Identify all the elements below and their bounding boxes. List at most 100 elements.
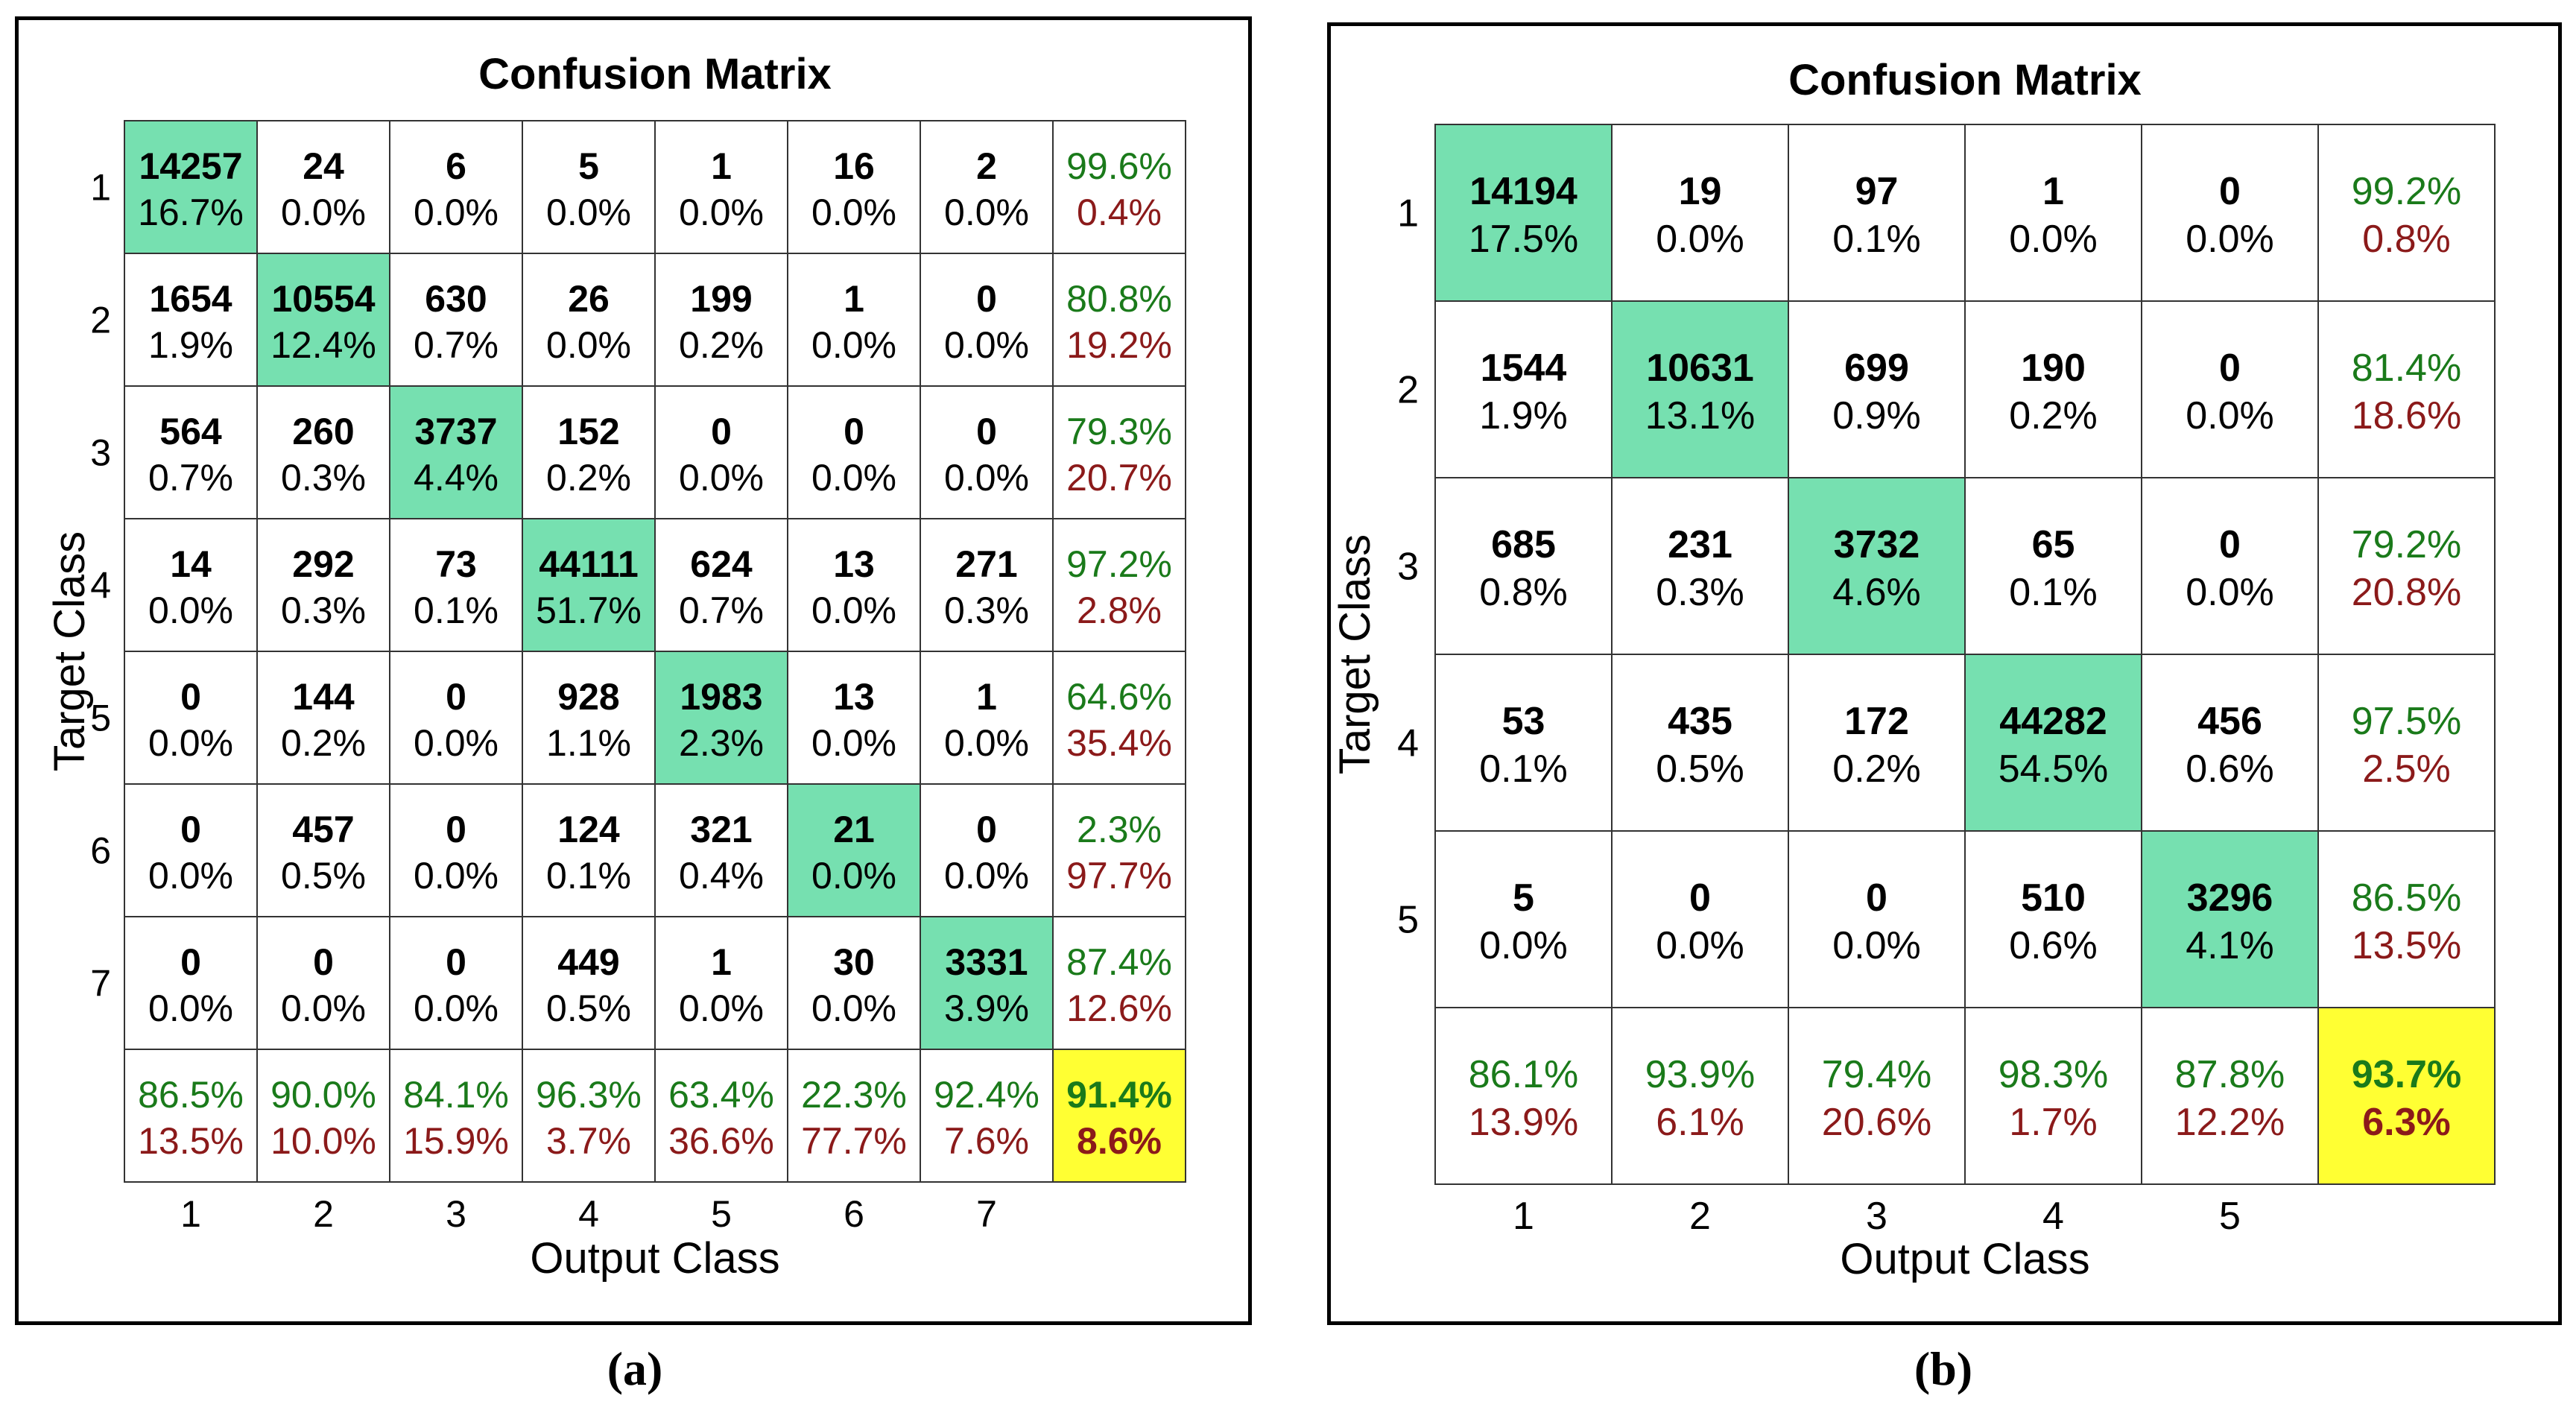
summary-correct-percent: 93.7%	[2352, 1053, 2461, 1096]
cell-count: 0	[180, 941, 201, 983]
cell-percent: 0.7%	[148, 457, 233, 499]
cell-count: 321	[690, 809, 752, 850]
matrix-cell	[1788, 830, 1966, 1008]
cell-count: 0	[180, 809, 201, 850]
cell-percent: 4.6%	[1832, 571, 1921, 614]
column-summary-cell	[2141, 1007, 2319, 1185]
matrix-cell	[522, 385, 656, 519]
summary-correct-percent: 99.6%	[1066, 145, 1172, 187]
cell-count: 14257	[139, 145, 242, 187]
matrix-cell	[1964, 124, 2142, 302]
matrix-cell	[389, 783, 523, 917]
summary-wrong-percent: 20.7%	[1066, 457, 1172, 499]
y-tick-label: 4	[1397, 722, 1419, 765]
summary-wrong-percent: 19.2%	[1066, 324, 1172, 366]
matrix-cell	[522, 783, 656, 917]
y-tick-label: 3	[1397, 546, 1419, 589]
cell-percent: 0.0%	[811, 987, 896, 1029]
summary-correct-percent: 2.3%	[1077, 809, 1162, 850]
matrix-cell	[256, 651, 390, 785]
matrix-cell	[124, 253, 258, 387]
cell-percent: 0.7%	[679, 589, 764, 631]
x-tick-label: 7	[976, 1193, 997, 1235]
summary-correct-percent: 87.4%	[1066, 941, 1172, 983]
row-summary-cell	[2317, 654, 2496, 832]
cell-percent: 0.0%	[811, 192, 896, 233]
row-summary-cell	[1052, 783, 1186, 917]
summary-wrong-percent: 0.8%	[2362, 218, 2451, 261]
cell-percent: 54.5%	[1999, 747, 2108, 791]
x-tick-label: 2	[1689, 1195, 1711, 1238]
summary-correct-percent: 90.0%	[270, 1074, 376, 1116]
cell-count: 3296	[2187, 876, 2273, 920]
matrix-cell	[654, 783, 788, 917]
cell-percent: 0.1%	[546, 855, 631, 897]
cell-count: 24	[303, 145, 344, 187]
matrix-cell	[654, 120, 788, 254]
matrix-cell	[920, 120, 1054, 254]
cell-percent: 16.7%	[138, 192, 244, 233]
x-tick-label: 1	[180, 1193, 201, 1235]
cell-count: 3732	[1834, 523, 1920, 566]
summary-correct-percent: 80.8%	[1066, 278, 1172, 320]
summary-wrong-percent: 0.4%	[1077, 192, 1162, 233]
matrix-cell	[654, 916, 788, 1050]
cell-count: 5	[578, 145, 599, 187]
row-summary-cell	[1052, 518, 1186, 652]
matrix-cell	[389, 916, 523, 1050]
cell-percent: 0.0%	[148, 987, 233, 1029]
matrix-cell	[2141, 300, 2319, 478]
cell-percent: 0.2%	[679, 324, 764, 366]
column-summary-cell	[124, 1049, 258, 1183]
cell-count: 457	[292, 809, 354, 850]
cell-percent: 0.3%	[281, 457, 366, 499]
summary-wrong-percent: 3.7%	[546, 1120, 631, 1162]
cell-count: 0	[2219, 523, 2241, 566]
cell-percent: 3.9%	[944, 987, 1029, 1029]
matrix-cell	[920, 518, 1054, 652]
y-tick-label: 6	[90, 830, 111, 872]
matrix-cell-diagonal	[654, 651, 788, 785]
confusion-matrix-panel-b: Confusion Matrix 14194 17.5% 19 0.0% 97 0.1% 1 0…	[1327, 22, 2562, 1325]
matrix-cell	[1434, 477, 1613, 655]
cell-percent: 0.2%	[1832, 747, 1921, 791]
matrix-cell	[522, 253, 656, 387]
cell-count: 0	[180, 676, 201, 718]
cell-percent: 0.2%	[2009, 394, 2098, 437]
cell-count: 53	[1502, 700, 1545, 743]
cell-percent: 0.3%	[944, 589, 1029, 631]
matrix-cell	[256, 916, 390, 1050]
summary-correct-percent: 86.5%	[2352, 876, 2461, 920]
summary-correct-percent: 81.4%	[2352, 347, 2461, 390]
cell-percent: 0.5%	[281, 855, 366, 897]
cell-count: 0	[844, 411, 864, 452]
x-axis-label: Output Class	[1840, 1235, 2089, 1283]
summary-correct-percent: 22.3%	[801, 1074, 907, 1116]
summary-wrong-percent: 8.6%	[1077, 1120, 1162, 1162]
cell-count: 510	[2021, 876, 2086, 920]
cell-count: 152	[557, 411, 619, 452]
cell-count: 1	[844, 278, 864, 320]
cell-percent: 0.0%	[281, 192, 366, 233]
matrix-cell	[1611, 477, 1789, 655]
summary-wrong-percent: 10.0%	[270, 1120, 376, 1162]
matrix-cell-diagonal	[1611, 300, 1789, 478]
summary-correct-percent: 91.4%	[1066, 1074, 1172, 1116]
cell-count: 124	[557, 809, 620, 850]
matrix-cell	[654, 253, 788, 387]
x-tick-label: 4	[2042, 1195, 2064, 1238]
cell-percent: 0.0%	[1656, 218, 1744, 261]
summary-correct-percent: 79.4%	[1822, 1053, 1931, 1096]
summary-correct-percent: 87.8%	[2175, 1053, 2285, 1096]
cell-count: 699	[1844, 347, 1909, 390]
cell-count: 44111	[539, 543, 639, 585]
x-tick-label: 5	[2219, 1195, 2241, 1238]
cell-percent: 0.6%	[2186, 747, 2274, 791]
cell-percent: 0.0%	[281, 987, 366, 1029]
matrix-cell	[256, 783, 390, 917]
cell-count: 231	[1668, 523, 1732, 566]
cell-count: 435	[1668, 700, 1732, 743]
cell-count: 14	[170, 543, 212, 585]
row-summary-cell	[1052, 120, 1186, 254]
cell-count: 73	[435, 543, 477, 585]
